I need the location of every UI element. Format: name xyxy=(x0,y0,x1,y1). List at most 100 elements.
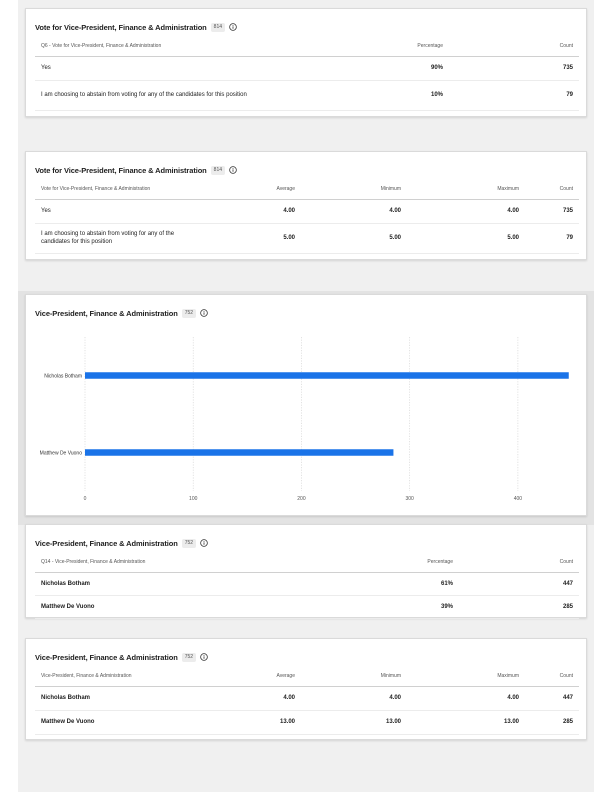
info-circle-icon[interactable] xyxy=(200,653,208,661)
x-tick-label: 0 xyxy=(84,496,87,502)
card-vote-statistics: Vote for Vice-President, Finance & Admin… xyxy=(25,151,587,260)
column-header: Vice-President, Finance & Administration xyxy=(35,667,185,687)
count-value: 447 xyxy=(459,572,579,596)
column-header: Q14 - Vice-President, Finance & Administ… xyxy=(35,553,295,573)
percentage-table: Q6 - Vote for Vice-President, Finance & … xyxy=(35,37,579,111)
maximum-value: 4.00 xyxy=(407,686,525,711)
table-row: I am choosing to abstain from voting for… xyxy=(35,223,579,254)
average-value: 4.00 xyxy=(185,686,301,711)
minimum-value: 4.00 xyxy=(301,686,407,711)
card-header: Vice-President, Finance & Administration… xyxy=(35,651,208,663)
card-candidate-statistics: Vice-President, Finance & Administration… xyxy=(25,638,587,740)
y-category-label: Matthew De Vuono xyxy=(40,450,83,456)
card-title: Vote for Vice-President, Finance & Admin… xyxy=(35,22,207,32)
table-row: Matthew De Vuono 39% 285 xyxy=(35,595,579,619)
percentage-value: 61% xyxy=(295,572,459,596)
table-header-row: Vote for Vice-President, Finance & Admin… xyxy=(35,180,579,200)
column-header: Minimum xyxy=(301,667,407,687)
response-count-badge: 752 xyxy=(181,538,197,548)
candidate-name: Matthew De Vuono xyxy=(35,595,295,619)
percentage-value: 90% xyxy=(295,56,449,81)
maximum-value: 5.00 xyxy=(407,223,525,254)
card-header: Vice-President, Finance & Administration… xyxy=(35,307,208,319)
table-row: Yes 90% 735 xyxy=(35,56,579,81)
count-value: 735 xyxy=(449,56,579,81)
response-count-badge: 752 xyxy=(181,308,197,318)
table-row: Matthew De Vuono 13.00 13.00 13.00 285 xyxy=(35,710,579,735)
maximum-value: 4.00 xyxy=(407,199,525,224)
response-count-badge: 814 xyxy=(210,165,226,175)
card-title: Vice-President, Finance & Administration xyxy=(35,308,178,318)
response-count-badge: 752 xyxy=(181,652,197,662)
card-bar-chart: Vice-President, Finance & Administration… xyxy=(25,294,587,516)
column-header: Minimum xyxy=(301,180,407,200)
row-label: Yes xyxy=(35,199,185,224)
horizontal-bar-chart: 0 100 200 300 400 Nicholas Botham Matthew De V… xyxy=(40,337,569,502)
table-row: I am choosing to abstain from voting for… xyxy=(35,80,579,111)
minimum-value: 13.00 xyxy=(301,710,407,735)
row-label: Yes xyxy=(35,56,295,81)
card-vote-percentage: Vote for Vice-President, Finance & Admin… xyxy=(25,8,587,117)
table-header-row: Vice-President, Finance & Administration… xyxy=(35,667,579,687)
x-tick-label: 400 xyxy=(514,496,523,502)
card-header: Vote for Vice-President, Finance & Admin… xyxy=(35,164,237,176)
card-header: Vice-President, Finance & Administration… xyxy=(35,537,208,549)
candidate-statistics-table: Vice-President, Finance & Administration… xyxy=(35,667,579,735)
candidate-name: Nicholas Botham xyxy=(35,572,295,596)
column-header: Q6 - Vote for Vice-President, Finance & … xyxy=(35,37,295,57)
column-header: Maximum xyxy=(407,180,525,200)
column-header: Vote for Vice-President, Finance & Admin… xyxy=(35,180,185,200)
bar xyxy=(85,449,394,456)
card-title: Vice-President, Finance & Administration xyxy=(35,652,178,662)
column-header: Average xyxy=(185,180,301,200)
bar xyxy=(85,372,569,379)
column-header: Count xyxy=(459,553,579,573)
column-header: Percentage xyxy=(295,37,449,57)
count-value: 735 xyxy=(525,199,579,224)
count-value: 79 xyxy=(525,223,579,254)
minimum-value: 4.00 xyxy=(301,199,407,224)
column-header: Maximum xyxy=(407,667,525,687)
table-row: Yes 4.00 4.00 4.00 735 xyxy=(35,199,579,224)
table-row: Nicholas Botham 4.00 4.00 4.00 447 xyxy=(35,686,579,711)
count-value: 285 xyxy=(525,710,579,735)
x-tick-label: 100 xyxy=(189,496,198,502)
candidate-name: Matthew De Vuono xyxy=(35,710,185,735)
info-circle-icon[interactable] xyxy=(229,166,237,174)
candidate-percentage-table: Q14 - Vice-President, Finance & Administ… xyxy=(35,553,579,619)
candidate-name: Nicholas Botham xyxy=(35,686,185,711)
column-header: Percentage xyxy=(295,553,459,573)
column-header: Count xyxy=(449,37,579,57)
column-header: Count xyxy=(525,180,579,200)
row-label-text: I am choosing to abstain from voting for… xyxy=(41,231,175,245)
count-value: 285 xyxy=(459,595,579,619)
maximum-value: 13.00 xyxy=(407,710,525,735)
info-circle-icon[interactable] xyxy=(200,539,208,547)
x-tick-label: 200 xyxy=(297,496,306,502)
table-row: Nicholas Botham 61% 447 xyxy=(35,572,579,596)
minimum-value: 5.00 xyxy=(301,223,407,254)
card-candidate-percentage: Vice-President, Finance & Administration… xyxy=(25,524,587,619)
percentage-value: 39% xyxy=(295,595,459,619)
info-circle-icon[interactable] xyxy=(229,23,237,31)
y-category-label: Nicholas Botham xyxy=(44,373,82,379)
column-header: Average xyxy=(185,667,301,687)
count-value: 447 xyxy=(525,686,579,711)
column-header: Count xyxy=(525,667,579,687)
table-header-row: Q14 - Vice-President, Finance & Administ… xyxy=(35,553,579,573)
average-value: 4.00 xyxy=(185,199,301,224)
row-label: I am choosing to abstain from voting for… xyxy=(35,223,185,254)
card-header: Vote for Vice-President, Finance & Admin… xyxy=(35,21,237,33)
info-circle-icon[interactable] xyxy=(200,309,208,317)
table-header-row: Q6 - Vote for Vice-President, Finance & … xyxy=(35,37,579,57)
average-value: 5.00 xyxy=(185,223,301,254)
count-value: 79 xyxy=(449,80,579,111)
row-label: I am choosing to abstain from voting for… xyxy=(35,80,295,111)
x-tick-label: 300 xyxy=(405,496,414,502)
response-count-badge: 814 xyxy=(210,22,226,32)
card-title: Vice-President, Finance & Administration xyxy=(35,538,178,548)
card-title: Vote for Vice-President, Finance & Admin… xyxy=(35,165,207,175)
row-label-text: I am choosing to abstain from voting for… xyxy=(41,92,247,98)
statistics-table: Vote for Vice-President, Finance & Admin… xyxy=(35,180,579,254)
average-value: 13.00 xyxy=(185,710,301,735)
